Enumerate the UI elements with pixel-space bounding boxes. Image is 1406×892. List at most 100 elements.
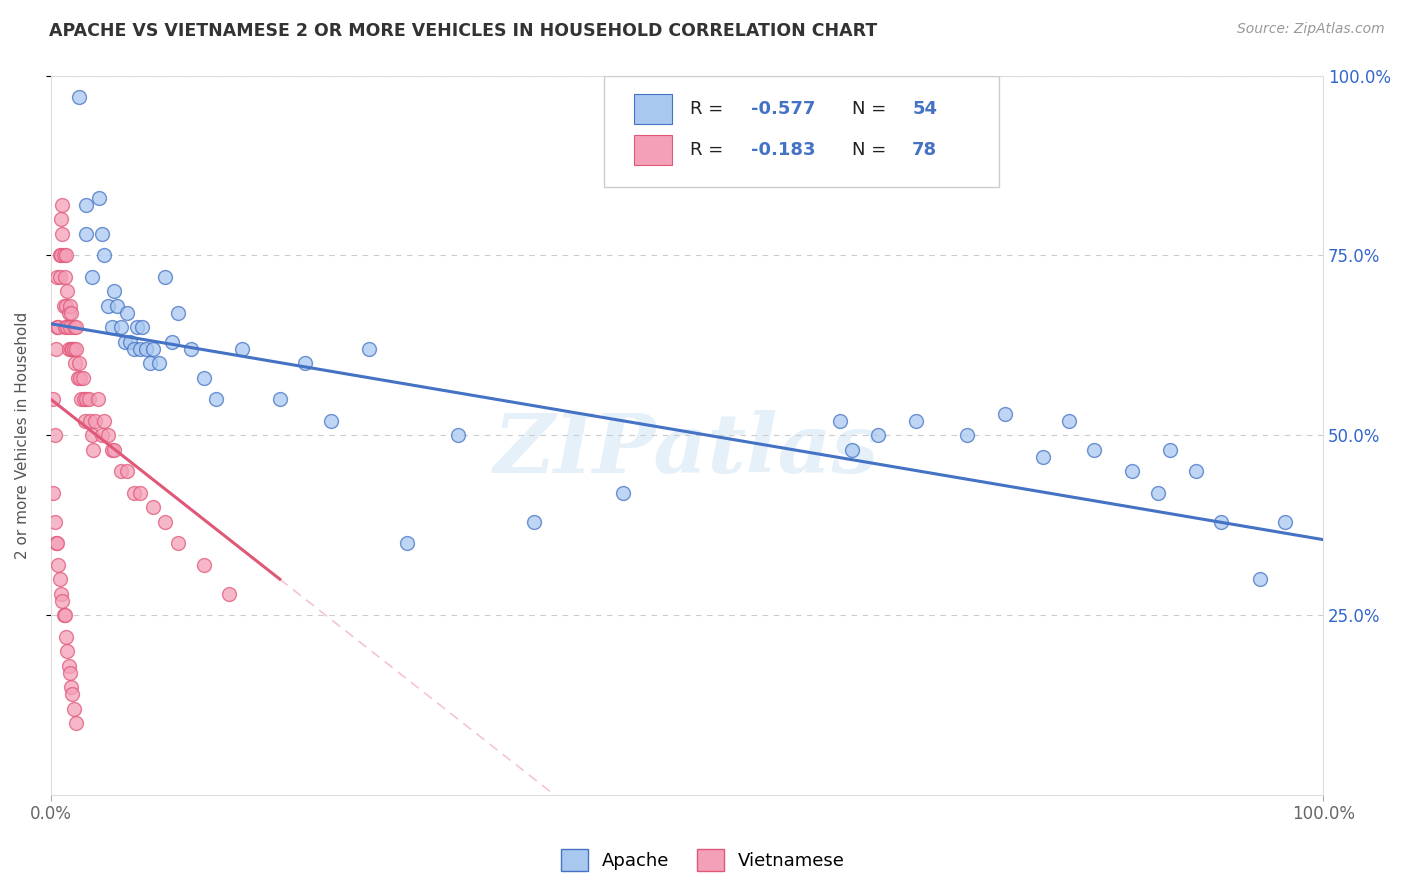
Point xyxy=(127,320,149,334)
Point xyxy=(49,212,72,227)
Point xyxy=(128,342,150,356)
Point xyxy=(180,342,202,356)
Point xyxy=(93,414,115,428)
Point xyxy=(97,428,120,442)
Point xyxy=(53,320,76,334)
Point xyxy=(193,558,215,572)
Point xyxy=(44,515,66,529)
Point xyxy=(59,299,82,313)
Point xyxy=(396,536,419,550)
Point xyxy=(103,285,125,299)
Point xyxy=(1211,515,1233,529)
Point xyxy=(93,248,115,262)
FancyBboxPatch shape xyxy=(634,95,672,125)
Point xyxy=(523,515,546,529)
Point xyxy=(56,285,79,299)
Point xyxy=(90,428,112,442)
Point xyxy=(90,227,112,241)
Point xyxy=(53,270,76,285)
Point xyxy=(51,594,73,608)
Legend: Apache, Vietnamese: Apache, Vietnamese xyxy=(554,842,852,879)
Text: Source: ZipAtlas.com: Source: ZipAtlas.com xyxy=(1237,22,1385,37)
Point xyxy=(67,356,90,370)
Point xyxy=(148,356,170,370)
Point xyxy=(60,306,83,320)
Point xyxy=(87,392,110,407)
Point xyxy=(52,248,75,262)
Text: 78: 78 xyxy=(912,141,938,159)
Point xyxy=(59,665,82,680)
Point xyxy=(118,334,141,349)
Point xyxy=(155,515,177,529)
Text: 54: 54 xyxy=(912,100,938,119)
Text: R =: R = xyxy=(689,100,728,119)
Point xyxy=(42,486,65,500)
Point xyxy=(53,608,76,623)
Point xyxy=(447,428,470,442)
Point xyxy=(56,644,79,658)
Point xyxy=(72,370,94,384)
Point xyxy=(994,407,1017,421)
Point xyxy=(269,392,291,407)
Point xyxy=(65,716,87,731)
Y-axis label: 2 or more Vehicles in Household: 2 or more Vehicles in Household xyxy=(15,311,30,559)
Point xyxy=(75,414,97,428)
Point xyxy=(167,306,190,320)
Point xyxy=(79,414,101,428)
Point xyxy=(357,342,380,356)
Point xyxy=(69,370,91,384)
Point xyxy=(1185,464,1208,478)
Text: APACHE VS VIETNAMESE 2 OR MORE VEHICLES IN HOUSEHOLD CORRELATION CHART: APACHE VS VIETNAMESE 2 OR MORE VEHICLES … xyxy=(49,22,877,40)
Text: N =: N = xyxy=(852,100,893,119)
Point xyxy=(89,191,111,205)
Point xyxy=(62,342,84,356)
Point xyxy=(294,356,316,370)
Point xyxy=(612,486,634,500)
Point xyxy=(828,414,851,428)
Point xyxy=(52,608,75,623)
Point xyxy=(115,464,138,478)
Text: ZIPatlas: ZIPatlas xyxy=(495,409,880,490)
Point xyxy=(48,248,70,262)
Point xyxy=(70,392,93,407)
Point xyxy=(131,320,153,334)
Point xyxy=(62,320,84,334)
Point xyxy=(956,428,979,442)
Point xyxy=(48,320,70,334)
Point xyxy=(55,299,77,313)
Point xyxy=(122,342,145,356)
Point xyxy=(66,370,89,384)
Point xyxy=(1032,450,1054,464)
Point xyxy=(80,428,103,442)
Point xyxy=(101,320,124,334)
Point xyxy=(77,392,100,407)
Point xyxy=(904,414,927,428)
Point xyxy=(1121,464,1143,478)
Point xyxy=(160,334,183,349)
Point xyxy=(65,320,87,334)
Point xyxy=(48,270,70,285)
Point xyxy=(319,414,342,428)
Point xyxy=(866,428,889,442)
Point xyxy=(82,442,104,457)
Point xyxy=(62,342,84,356)
Point xyxy=(1083,442,1105,457)
Point xyxy=(55,248,77,262)
Point xyxy=(110,464,132,478)
Point xyxy=(75,392,97,407)
Point xyxy=(58,342,80,356)
Point xyxy=(97,299,120,313)
Point xyxy=(65,342,87,356)
Point xyxy=(59,320,82,334)
Text: R =: R = xyxy=(689,141,728,159)
Point xyxy=(60,680,83,694)
Point xyxy=(841,442,863,457)
FancyBboxPatch shape xyxy=(605,76,998,187)
Point xyxy=(52,299,75,313)
Point xyxy=(62,702,84,716)
Point xyxy=(51,198,73,212)
FancyBboxPatch shape xyxy=(634,135,672,165)
Point xyxy=(62,687,84,701)
Point xyxy=(60,342,83,356)
Point xyxy=(218,586,240,600)
